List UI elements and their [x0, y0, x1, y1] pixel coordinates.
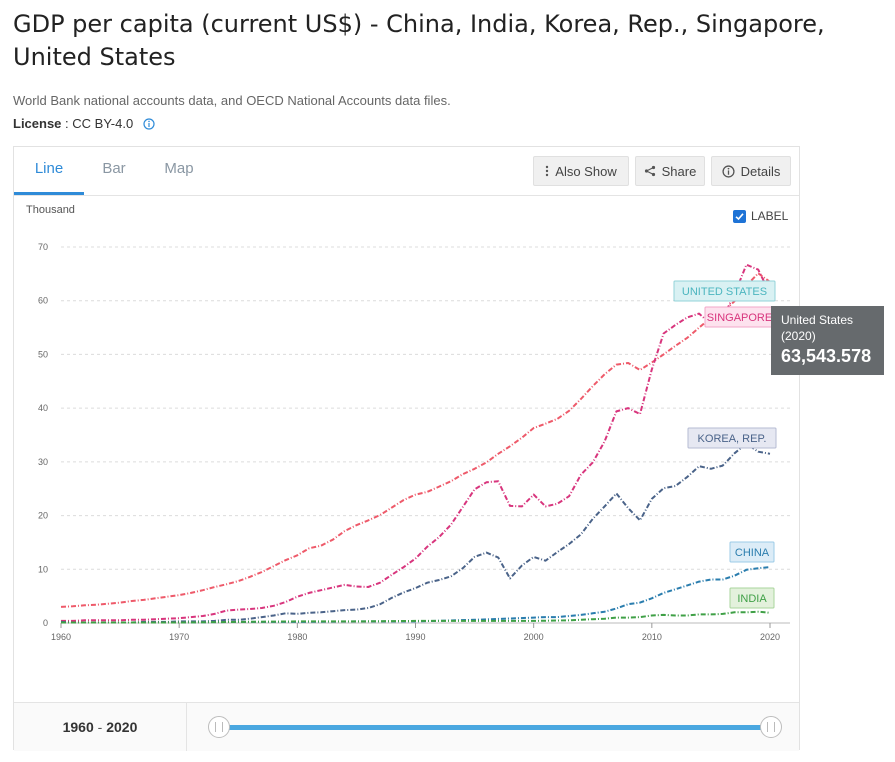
range-slider-track[interactable] — [219, 725, 775, 730]
x-tick-label: 1990 — [405, 632, 425, 642]
vertical-dots-icon — [546, 165, 549, 177]
label-toggle-text: LABEL — [751, 209, 789, 223]
license-value: CC BY-4.0 — [72, 116, 134, 131]
range-start: 1960 — [62, 719, 94, 735]
source-note: World Bank national accounts data, and O… — [13, 93, 451, 108]
x-tick-label: 2010 — [642, 632, 662, 642]
year-range-label: 1960 - 2020 — [14, 703, 187, 751]
y-tick-label: 30 — [38, 457, 48, 467]
checkmark-icon — [735, 212, 744, 220]
series-label-box-china — [729, 541, 775, 563]
x-tick-label: 1980 — [287, 632, 307, 642]
x-tick-label: 1960 — [51, 632, 71, 642]
also-show-label: Also Show — [555, 163, 617, 179]
share-label: Share — [661, 163, 697, 179]
series-label-singapore: SINGAPORE — [707, 312, 772, 324]
chart-panel: Line Bar Map Also Show Share Details Tho… — [13, 146, 800, 751]
y-tick-label: 60 — [38, 296, 48, 306]
license-label: License — [13, 116, 62, 131]
y-tick-label: 20 — [38, 511, 48, 521]
y-tick-label: 10 — [38, 564, 48, 574]
series-line-korea-rep — [60, 442, 771, 624]
range-end: 2020 — [106, 719, 138, 735]
share-button[interactable]: Share — [635, 156, 705, 186]
tooltip-year: (2020) — [781, 329, 816, 343]
y-tick-label: 50 — [38, 349, 48, 359]
series-line-china — [61, 566, 771, 624]
details-label: Details — [740, 163, 781, 179]
series-label-box-india — [729, 587, 775, 609]
y-axis-unit: Thousand — [26, 204, 75, 216]
tab-bar[interactable]: Bar — [102, 160, 126, 177]
y-tick-label: 0 — [43, 618, 48, 628]
also-show-button[interactable]: Also Show — [533, 156, 629, 186]
info-circle-icon — [722, 164, 735, 178]
label-checkbox[interactable] — [733, 209, 746, 223]
tab-map[interactable]: Map — [164, 160, 194, 177]
tab-line[interactable]: Line — [14, 147, 84, 195]
year-range-bar: 1960 - 2020 — [14, 702, 799, 751]
range-start-handle[interactable] — [208, 716, 230, 738]
tooltip-value: 63,543.578 — [781, 346, 872, 366]
page-title: GDP per capita (current US$) - China, In… — [13, 10, 825, 71]
series-line-india — [61, 610, 771, 624]
tooltip-series: United States — [781, 313, 854, 327]
range-end-handle[interactable] — [760, 716, 782, 738]
x-tick-label: 1970 — [169, 632, 189, 642]
data-tooltip: United States (2020) 63,543.578 — [771, 306, 884, 375]
details-button[interactable]: Details — [711, 156, 791, 186]
info-circle-icon[interactable] — [143, 118, 155, 133]
series-line-singapore — [61, 263, 771, 622]
x-tick-label: 2020 — [760, 632, 780, 642]
license-line: License : CC BY-4.0 — [13, 116, 155, 133]
y-tick-label: 40 — [38, 403, 48, 413]
series-line-united-states — [60, 272, 771, 608]
y-tick-label: 70 — [38, 242, 48, 252]
series-label-china: CHINA — [735, 547, 770, 559]
range-separator: - — [93, 719, 107, 735]
license-separator: : — [61, 116, 73, 131]
series-label-korea-rep: KOREA, REP. — [698, 433, 767, 445]
line-chart: 0 10 20 30 40 50 60 70 1960 1970 1980 1990 2000 2010 2… — [38, 242, 790, 642]
series-label-box-korea-rep — [687, 427, 777, 449]
series-label-india: INDIA — [737, 593, 767, 605]
x-tick-label: 2000 — [524, 632, 544, 642]
label-toggle[interactable]: LABEL — [733, 209, 788, 223]
series-label-united-states: UNITED STATES — [682, 286, 767, 298]
series-label-box-united-states — [673, 280, 776, 302]
view-tabs: Line Bar Map Also Show Share Details — [14, 147, 799, 196]
share-icon — [644, 165, 655, 177]
